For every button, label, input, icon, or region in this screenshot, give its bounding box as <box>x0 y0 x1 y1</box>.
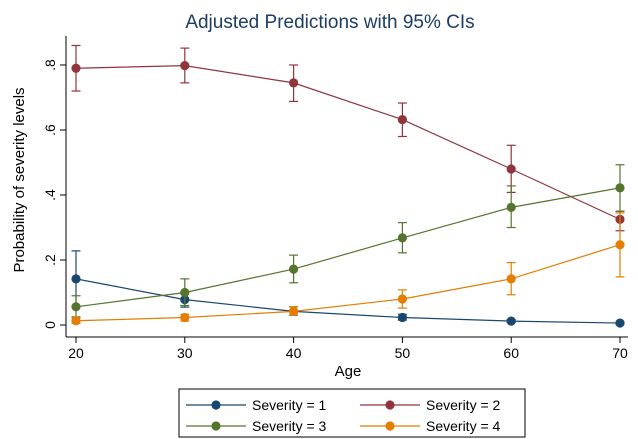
data-point <box>615 240 625 250</box>
legend-swatch-marker <box>211 421 221 431</box>
data-point <box>397 233 407 243</box>
legend-swatch-marker <box>211 400 221 410</box>
data-point <box>180 312 190 323</box>
series-line <box>75 278 621 324</box>
x-tick-label: 20 <box>68 345 84 361</box>
series-line <box>75 187 621 308</box>
legend-label: Severity = 2 <box>426 397 501 413</box>
series-line <box>75 244 621 322</box>
x-axis-title: Age <box>335 363 362 380</box>
series-group <box>71 164 625 318</box>
axes <box>65 36 628 338</box>
y-tick-label: .6 <box>42 124 58 136</box>
data-point <box>615 318 625 328</box>
data-point <box>397 115 407 125</box>
data-point <box>180 287 190 298</box>
legend-box <box>178 388 526 438</box>
y-tick-label: .4 <box>42 189 58 201</box>
data-point <box>289 306 299 316</box>
x-tick-label: 50 <box>395 345 411 361</box>
plot-series <box>71 44 625 328</box>
data-point <box>71 302 81 312</box>
y-tick-label: .8 <box>42 59 58 71</box>
x-tick-label: 70 <box>612 345 628 361</box>
legend-label: Severity = 4 <box>426 418 501 434</box>
legend-swatch-marker <box>385 400 395 410</box>
legend-label: Severity = 3 <box>252 418 327 434</box>
data-point <box>506 202 516 212</box>
legend-label: Severity = 1 <box>252 397 327 413</box>
x-tick-label: 40 <box>286 345 302 361</box>
data-point <box>180 61 190 71</box>
x-ticks: 20 30 40 50 60 70 <box>68 337 628 361</box>
y-tick-label: .2 <box>42 254 58 266</box>
series-line <box>75 65 621 220</box>
data-point <box>397 312 407 323</box>
y-ticks: 0 .2 .4 .6 .8 <box>42 59 66 329</box>
data-point <box>71 316 81 326</box>
data-point <box>397 294 407 304</box>
data-point <box>71 274 81 284</box>
series-group <box>71 250 625 328</box>
data-point <box>71 63 81 73</box>
series-group <box>71 212 625 326</box>
x-tick-label: 60 <box>503 345 519 361</box>
legend-swatch-marker <box>385 421 395 431</box>
data-point <box>506 274 516 284</box>
data-point <box>289 264 299 274</box>
data-point <box>506 316 516 326</box>
chart-title: Adjusted Predictions with 95% CIs <box>185 12 474 33</box>
data-point <box>289 78 299 88</box>
data-point <box>615 183 625 193</box>
legend: Severity = 1 Severity = 2 Severity = 3 Seve… <box>178 388 526 438</box>
data-point <box>506 164 516 174</box>
y-axis-title: Probability of severity levels <box>11 87 28 272</box>
y-tick-label: 0 <box>42 321 58 329</box>
series-group <box>71 44 625 232</box>
x-tick-label: 30 <box>177 345 193 361</box>
legend-items: Severity = 1 Severity = 2 Severity = 3 Seve… <box>186 397 501 434</box>
